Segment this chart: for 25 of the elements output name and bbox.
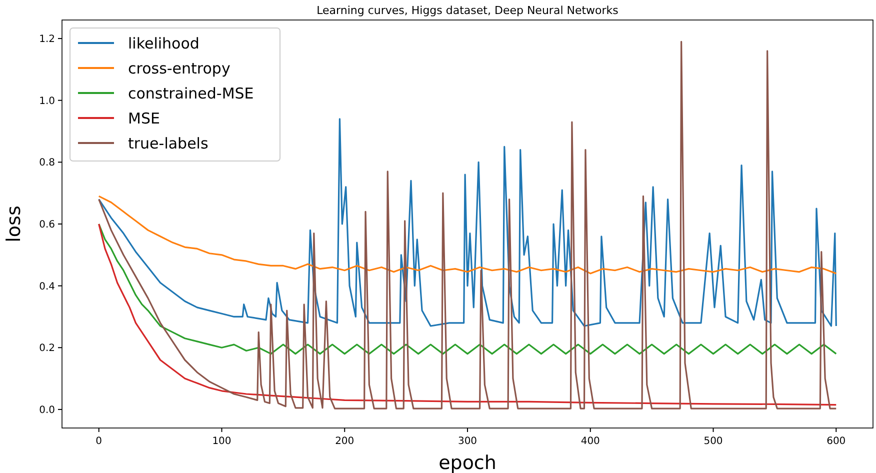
legend-label: likelihood (128, 34, 200, 52)
y-tick-label: 0.6 (39, 220, 55, 230)
y-tick-label: 1.0 (39, 96, 55, 107)
y-tick-label: 0.2 (39, 343, 55, 354)
legend-label: true-labels (128, 134, 208, 152)
x-tick-label: 100 (212, 436, 232, 447)
y-axis-title: loss (3, 206, 25, 242)
x-tick-label: 500 (704, 436, 723, 447)
y-tick-label: 0.4 (39, 281, 55, 292)
line-series (98, 195, 837, 274)
legend-label: constrained-MSE (128, 84, 254, 102)
x-axis-title: epoch (438, 452, 496, 473)
legend-label: MSE (128, 109, 160, 128)
x-tick-label: 400 (580, 436, 600, 447)
y-tick-label: 1.2 (39, 34, 55, 46)
legend-label: cross-entropy (128, 59, 230, 78)
x-tick-label: 600 (826, 436, 846, 447)
chart-title: Learning curves, Higgs dataset, Deep Neural Networks (316, 4, 619, 17)
x-tick-label: 300 (458, 436, 478, 447)
line-series (98, 223, 837, 406)
x-tick-label: 200 (335, 436, 354, 447)
line-series (98, 223, 837, 355)
x-tick-label: 0 (96, 436, 102, 447)
y-tick-label: 0.8 (39, 158, 55, 169)
y-tick-label: 0.0 (39, 404, 55, 416)
